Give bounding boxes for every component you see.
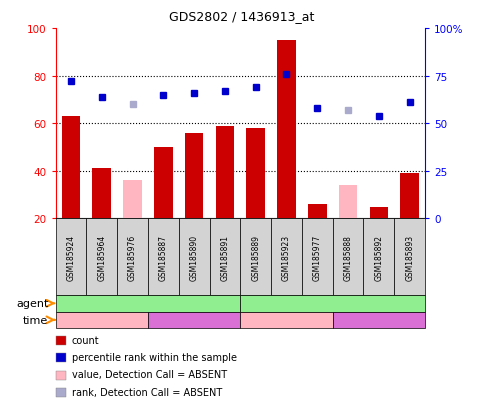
- Text: rank, Detection Call = ABSENT: rank, Detection Call = ABSENT: [72, 387, 222, 397]
- Text: GSM185893: GSM185893: [405, 234, 414, 280]
- Text: 6 h: 6 h: [278, 315, 295, 325]
- Bar: [369, 207, 388, 219]
- Text: 24 h: 24 h: [367, 315, 391, 325]
- Text: control: control: [313, 299, 352, 309]
- Text: GDS2802 / 1436913_at: GDS2802 / 1436913_at: [169, 10, 314, 23]
- Bar: [123, 181, 142, 219]
- Text: value, Detection Call = ABSENT: value, Detection Call = ABSENT: [72, 370, 227, 380]
- Text: agent: agent: [16, 299, 48, 309]
- Bar: [62, 117, 80, 219]
- Bar: [400, 174, 419, 219]
- Bar: [339, 186, 357, 219]
- Text: dexamethasone: dexamethasone: [103, 299, 193, 309]
- Text: GSM185976: GSM185976: [128, 234, 137, 280]
- Text: 6 h: 6 h: [93, 315, 111, 325]
- Text: GSM185888: GSM185888: [343, 234, 353, 280]
- Bar: [308, 205, 327, 219]
- Bar: [277, 41, 296, 219]
- Text: GSM185892: GSM185892: [374, 234, 384, 280]
- Bar: [215, 126, 234, 219]
- Text: percentile rank within the sample: percentile rank within the sample: [72, 352, 237, 362]
- Text: 24 h: 24 h: [182, 315, 207, 325]
- Text: GSM185924: GSM185924: [67, 234, 75, 280]
- Text: GSM185890: GSM185890: [190, 234, 199, 280]
- Text: count: count: [72, 335, 99, 345]
- Bar: [92, 169, 111, 219]
- Text: GSM185964: GSM185964: [97, 234, 106, 280]
- Bar: [154, 148, 172, 219]
- Bar: [246, 129, 265, 219]
- Text: GSM185923: GSM185923: [282, 234, 291, 280]
- Text: GSM185891: GSM185891: [220, 234, 229, 280]
- Text: time: time: [23, 315, 48, 325]
- Text: GSM185977: GSM185977: [313, 234, 322, 280]
- Text: GSM185889: GSM185889: [251, 234, 260, 280]
- Text: GSM185887: GSM185887: [159, 234, 168, 280]
- Bar: [185, 133, 203, 219]
